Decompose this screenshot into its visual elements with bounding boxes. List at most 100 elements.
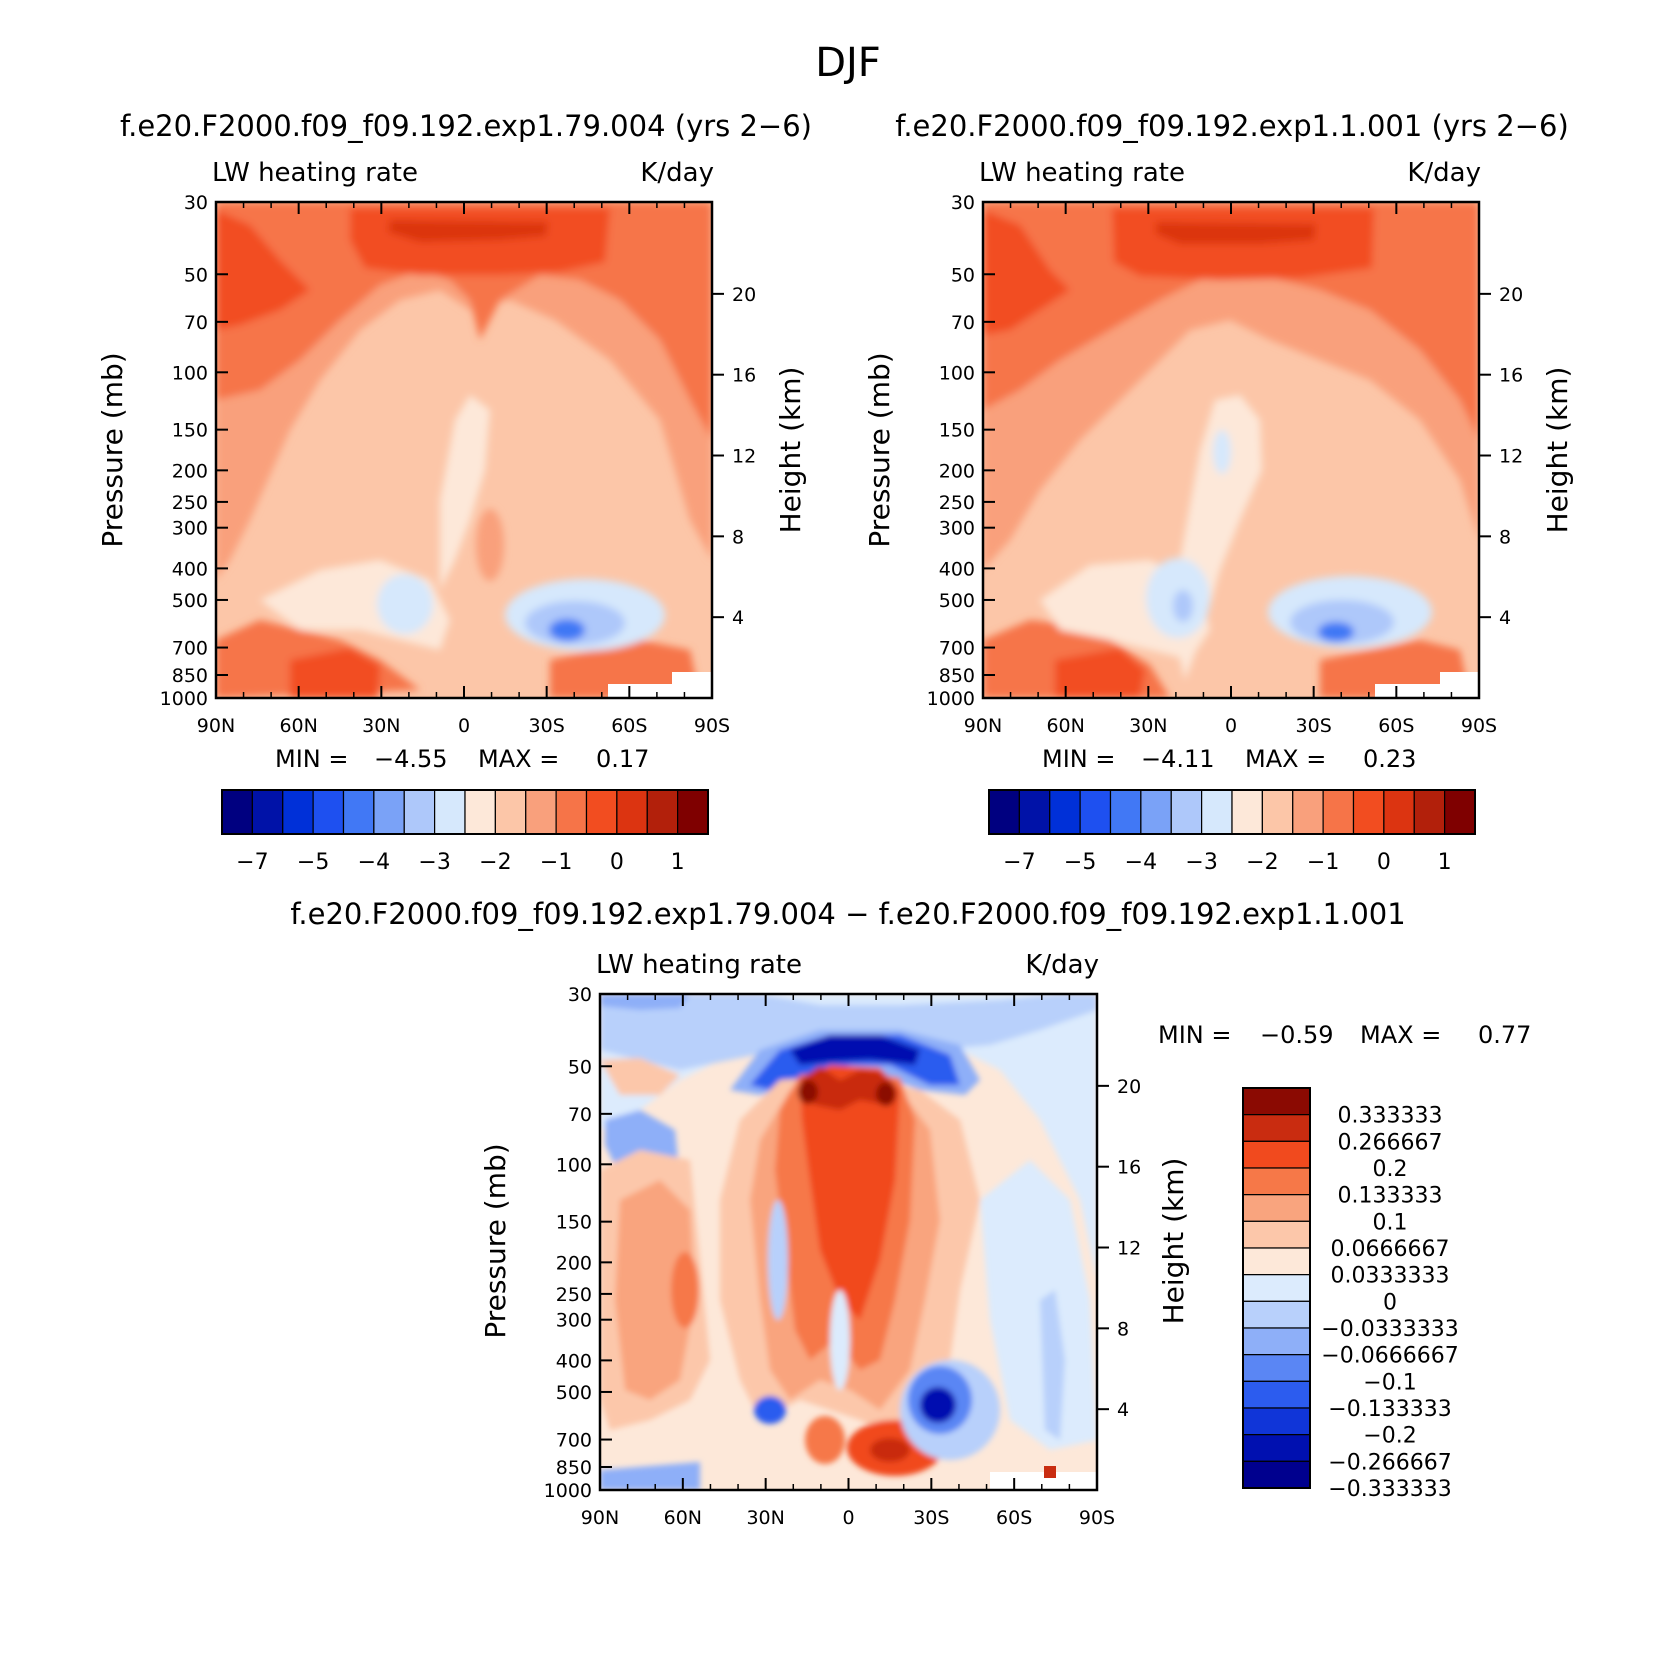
panel-3-axes: 90N 60N 30N 0 30S 60S 90S 30 50 70 100 150 200 250 300… (544, 984, 1142, 1529)
height-tick-label: 8 (1499, 526, 1511, 548)
height-tick-label: 20 (732, 284, 756, 306)
y-tick-label: 100 (939, 362, 975, 384)
colorbar-label: −1 (540, 850, 572, 875)
panel-2-colorbar: −7 −5 −4 −3 −2 −1 0 1 (988, 789, 1476, 875)
y-tick-label: 100 (556, 1154, 592, 1176)
panel-3-min-value: −0.59 (1260, 1021, 1334, 1049)
panel-1-min-value: −4.55 (374, 745, 448, 773)
colorbar-label: −5 (297, 850, 329, 875)
colorbar-swatch (312, 789, 345, 835)
panel-2: f.e20.F2000.f09_f09.192.exp1.1.001 (yrs … (863, 109, 1574, 875)
panel-2-max-value: 0.23 (1363, 745, 1416, 773)
panel-1-right-label: K/day (640, 158, 714, 188)
equatorial-tongue (440, 395, 490, 590)
y-tick-label: 300 (939, 518, 975, 540)
southern-cool-3 (549, 619, 585, 641)
missing-data-2 (672, 672, 712, 684)
colorbar-label: 0.0333333 (1331, 1264, 1450, 1289)
colorbar-swatch (1242, 1220, 1311, 1249)
colorbar-swatch (1383, 789, 1415, 835)
y-tick-label: 700 (939, 638, 975, 660)
y-tick-label: 1000 (927, 688, 975, 710)
x-tick-label: 90N (964, 715, 1002, 737)
y-tick-label: 30 (184, 192, 208, 214)
colorbar-swatch (1242, 1167, 1311, 1196)
height-tick-label: 16 (1117, 1157, 1141, 1179)
y-tick-label: 400 (172, 558, 208, 580)
panel-3-max-label: MAX = (1360, 1021, 1441, 1049)
panel-2-field (983, 202, 1479, 698)
south-cool-core (920, 1387, 956, 1423)
nw-top-band (600, 994, 690, 1010)
colorbar-swatch (221, 789, 253, 835)
colorbar-swatch (1109, 789, 1142, 835)
colorbar-swatch (282, 789, 314, 835)
panel-1-max-label: MAX = (478, 745, 559, 773)
lowlevel-core (870, 1438, 910, 1462)
colorbar-swatch (494, 789, 527, 835)
panel-1-ylabel-right: Height (km) (774, 367, 807, 534)
panel-3-left-label: LW heating rate (596, 950, 802, 980)
colorbar-swatch (1201, 789, 1233, 835)
colorbar-swatch (585, 789, 618, 835)
colorbar-swatch (988, 789, 1020, 835)
y-tick-label: 50 (951, 264, 975, 286)
figure-title: DJF (815, 40, 881, 86)
colorbar-label: 1 (671, 850, 685, 875)
height-tick-label: 16 (732, 365, 756, 387)
x-tick-label: 90S (1079, 1507, 1115, 1529)
x-tick-label: 0 (842, 1507, 854, 1529)
colorbar-swatch (1242, 1194, 1311, 1222)
panel-1-ylabel: Pressure (mb) (96, 352, 129, 547)
panel-1-title: f.e20.F2000.f09_f09.192.exp1.79.004 (yrs… (120, 109, 812, 143)
panel-2-max-label: MAX = (1245, 745, 1326, 773)
x-tick-label: 0 (458, 715, 470, 737)
colorbar-label: −0.1 (1363, 1370, 1416, 1395)
x-tick-label: 30N (362, 715, 400, 737)
x-tick-label: 30N (746, 1507, 784, 1529)
colorbar-swatch (1292, 789, 1324, 835)
x-tick-label: 30S (913, 1507, 949, 1529)
colorbar-swatch (1079, 789, 1112, 835)
colorbar-label: 0.133333 (1338, 1184, 1443, 1209)
missing-data (608, 684, 712, 698)
colorbar-swatch (1242, 1140, 1311, 1169)
colorbar-swatch (1242, 1380, 1311, 1409)
x-tick-label: 60N (664, 1507, 702, 1529)
colorbar-label: −0.2 (1363, 1424, 1416, 1449)
colorbar-swatch (646, 789, 679, 835)
colorbar-swatch (555, 789, 588, 835)
colorbar-swatch (1242, 1460, 1311, 1489)
colorbar-swatch (1242, 1407, 1311, 1436)
x-tick-label: 60N (1046, 715, 1084, 737)
colorbar-swatch (1231, 789, 1263, 835)
y-tick-label: 30 (951, 192, 975, 214)
cold-point-core (1156, 222, 1316, 244)
colorbar-label: 0.333333 (1338, 1104, 1443, 1129)
colorbar-swatch (342, 789, 375, 835)
mid-warm-patch (476, 509, 504, 581)
y-tick-label: 200 (556, 1252, 592, 1274)
y-tick-label: 300 (172, 518, 208, 540)
colorbar-swatch (1242, 1327, 1311, 1356)
panel-2-ylabel: Pressure (mb) (863, 352, 896, 547)
y-tick-label: 70 (951, 312, 975, 334)
cold-point-core (388, 220, 548, 242)
y-tick-label: 70 (184, 312, 208, 334)
tropopause-warm-peak (798, 1080, 818, 1104)
x-tick-label: 90S (694, 715, 730, 737)
colorbar-label: −1 (1307, 850, 1339, 875)
colorbar-label: −0.0333333 (1321, 1317, 1458, 1342)
cold-point-band (350, 208, 610, 275)
colorbar-swatch (525, 789, 557, 835)
x-tick-label: 60N (279, 715, 317, 737)
panel-2-right-label: K/day (1407, 158, 1481, 188)
x-tick-label: 60S (611, 715, 647, 737)
panel-2-axes: 90N 60N 30N 0 30S 60S 90S 30 50 70 100 150 200 250 300… (927, 192, 1524, 737)
colorbar-swatch (1242, 1274, 1311, 1302)
surface-warm-cell (1044, 1466, 1056, 1478)
panel-1-axes: 90N 60N 30N 0 30S 60S 90S 30 50 70 100 150 200 250 300… (160, 192, 757, 737)
panel-3-ylabel-right: Height (km) (1157, 1158, 1190, 1325)
y-tick-label: 250 (939, 492, 975, 514)
